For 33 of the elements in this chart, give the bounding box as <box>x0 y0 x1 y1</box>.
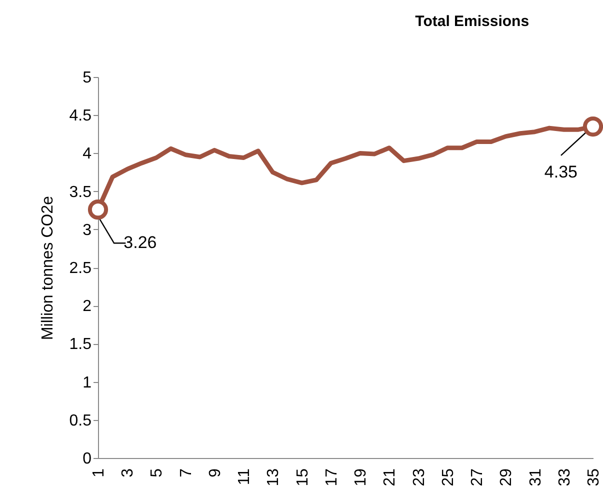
x-tick-label: 31 <box>527 468 544 486</box>
y-tick-label: 0.5 <box>69 412 92 430</box>
x-tick-label: 35 <box>586 468 602 486</box>
x-tick-label: 27 <box>469 468 486 486</box>
y-tick-label: 2.5 <box>69 260 92 277</box>
x-tick-label: 7 <box>178 468 195 478</box>
x-tick-label: 5 <box>148 468 166 478</box>
x-tick-label: 9 <box>206 468 224 478</box>
x-tick-label: 11 <box>236 468 254 486</box>
data-label: 3.26 <box>124 233 157 252</box>
y-tick-label: 4.5 <box>69 108 92 125</box>
y-axis-title: Million tonnes CO2e <box>39 196 56 340</box>
x-tick-label: 29 <box>498 468 516 486</box>
chart-title: Total Emissions <box>415 13 530 30</box>
y-tick-label: 1 <box>82 374 92 392</box>
data-label: 4.35 <box>544 162 578 182</box>
x-tick-label: 15 <box>294 468 312 486</box>
x-tick-label: 33 <box>556 468 574 486</box>
x-tick-label: 3 <box>120 468 137 478</box>
y-tick-label: 1.5 <box>69 336 92 354</box>
y-tick-label: 2 <box>82 298 92 316</box>
x-tick-label: 1 <box>90 468 108 478</box>
x-tick-label: 21 <box>382 468 399 486</box>
x-tick-label: 17 <box>323 468 340 486</box>
y-tick-label: 5 <box>82 70 92 86</box>
x-tick-label: 13 <box>265 468 282 486</box>
x-tick-label: 19 <box>352 468 370 486</box>
x-tick-label: 23 <box>410 468 428 486</box>
y-tick-label: 4 <box>82 146 92 163</box>
y-tick-label: 0 <box>82 450 92 468</box>
y-tick-label: 3 <box>82 222 92 239</box>
y-tick-label: 3.5 <box>69 184 92 201</box>
x-tick-label: 25 <box>440 468 457 486</box>
